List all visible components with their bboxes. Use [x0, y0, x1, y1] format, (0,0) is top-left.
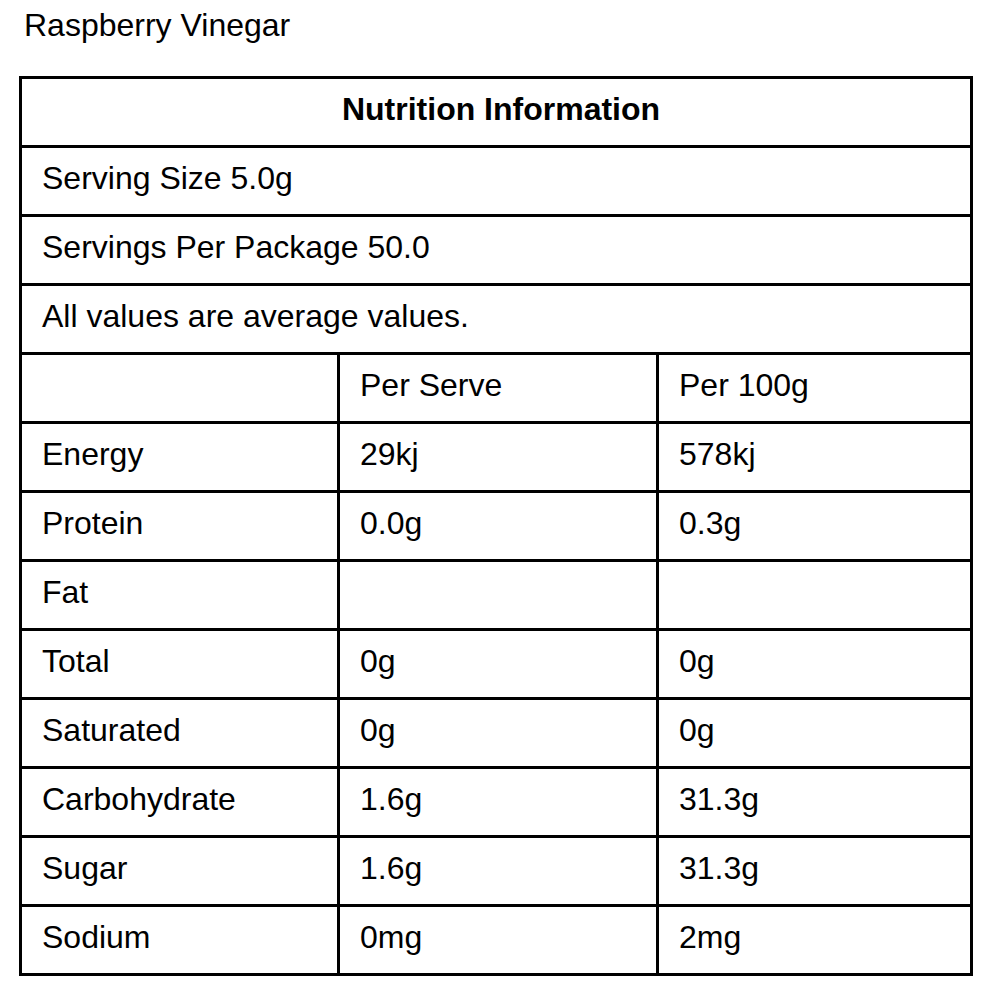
table-row-fat-saturated: Saturated 0g 0g [21, 699, 972, 768]
servings-per-package-row: Servings Per Package 50.0 [21, 216, 972, 285]
column-header-per-100g: Per 100g [658, 354, 972, 423]
nutrient-label: Total [21, 630, 339, 699]
table-row-carbohydrate: Carbohydrate 1.6g 31.3g [21, 768, 972, 837]
column-header-per-serve: Per Serve [339, 354, 658, 423]
per-serve-value: 29kj [339, 423, 658, 492]
table-title-row: Nutrition Information [21, 78, 972, 147]
table-row-energy: Energy 29kj 578kj [21, 423, 972, 492]
nutrient-label: Saturated [21, 699, 339, 768]
table-title: Nutrition Information [21, 78, 972, 147]
table-row-protein: Protein 0.0g 0.3g [21, 492, 972, 561]
nutrient-label: Sugar [21, 837, 339, 906]
per-100g-value: 2mg [658, 906, 972, 975]
per-100g-value: 31.3g [658, 768, 972, 837]
average-values-note: All values are average values. [21, 285, 972, 354]
page-title: Raspberry Vinegar [24, 6, 1004, 44]
per-serve-value: 0.0g [339, 492, 658, 561]
nutrient-label: Sodium [21, 906, 339, 975]
per-serve-value [339, 561, 658, 630]
per-serve-value: 0g [339, 699, 658, 768]
nutrient-label: Energy [21, 423, 339, 492]
per-100g-value: 0g [658, 699, 972, 768]
per-serve-value: 0g [339, 630, 658, 699]
serving-size: Serving Size 5.0g [21, 147, 972, 216]
per-100g-value: 31.3g [658, 837, 972, 906]
per-serve-value: 0mg [339, 906, 658, 975]
per-100g-value [658, 561, 972, 630]
column-header-row: Per Serve Per 100g [21, 354, 972, 423]
serving-size-row: Serving Size 5.0g [21, 147, 972, 216]
per-100g-value: 578kj [658, 423, 972, 492]
column-header-nutrient [21, 354, 339, 423]
nutrient-label: Protein [21, 492, 339, 561]
table-row-fat-total: Total 0g 0g [21, 630, 972, 699]
document-page: Raspberry Vinegar Nutrition Information … [0, 0, 1004, 994]
per-serve-value: 1.6g [339, 768, 658, 837]
table-row-fat: Fat [21, 561, 972, 630]
per-100g-value: 0g [658, 630, 972, 699]
per-serve-value: 1.6g [339, 837, 658, 906]
nutrient-label: Fat [21, 561, 339, 630]
per-100g-value: 0.3g [658, 492, 972, 561]
servings-per-package: Servings Per Package 50.0 [21, 216, 972, 285]
table-row-sugar: Sugar 1.6g 31.3g [21, 837, 972, 906]
table-row-sodium: Sodium 0mg 2mg [21, 906, 972, 975]
nutrition-table: Nutrition Information Serving Size 5.0g … [19, 76, 973, 976]
average-values-note-row: All values are average values. [21, 285, 972, 354]
nutrient-label: Carbohydrate [21, 768, 339, 837]
